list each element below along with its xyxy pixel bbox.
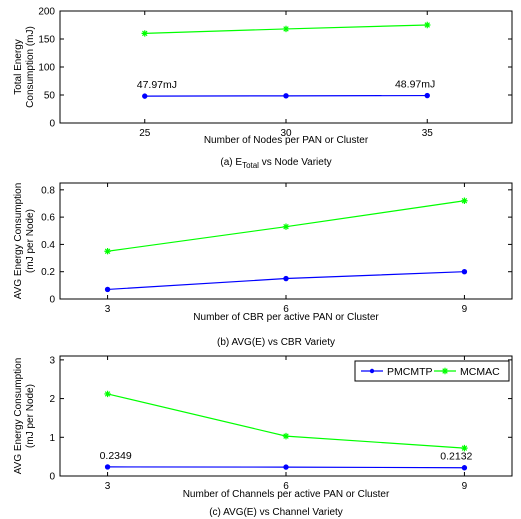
data-point-mcmac xyxy=(461,197,468,204)
legend-marker xyxy=(441,367,449,375)
x-tick-label: 25 xyxy=(139,128,151,139)
y-tick-label: 0.6 xyxy=(41,213,55,224)
chart-caption: (a) ETotal vs Node Variety xyxy=(220,157,331,170)
x-axis-label: Number of CBR per active PAN or Cluster xyxy=(193,312,379,323)
y-tick-label: 150 xyxy=(38,35,55,46)
x-axis-label: Number of Channels per active PAN or Clu… xyxy=(183,489,390,500)
y-tick-label: 0 xyxy=(49,472,55,483)
legend-marker xyxy=(369,368,375,374)
y-tick-label: 0.2 xyxy=(41,267,55,278)
y-axis-label-line: Total Energy xyxy=(13,39,24,95)
data-label: 0.2349 xyxy=(100,450,132,462)
y-tick-label: 2 xyxy=(49,394,55,405)
data-label: 0.2132 xyxy=(440,451,472,463)
data-point-mcmac xyxy=(104,390,111,398)
y-axis-label: AVG Energy Consumption (mJ per Node) xyxy=(13,358,36,475)
x-axis-label: Number of Nodes per PAN or Cluster xyxy=(204,135,369,146)
legend-label-mcmac: MCMAC xyxy=(460,366,500,378)
legend: PMCMTP MCMAC xyxy=(354,360,510,382)
chart-panel-1: 0 50 100 150 200 25 30 35 Number of Nodes per PA… xyxy=(13,7,513,170)
y-axis-label-line: (mJ per Node) xyxy=(25,209,36,273)
chart-caption: (c) AVG(E) vs Channel Variety xyxy=(209,507,343,518)
y-tick-label: 0 xyxy=(49,295,55,306)
data-point-pmcmtp xyxy=(461,465,468,471)
data-point-mcmac xyxy=(282,432,290,440)
legend-box xyxy=(354,360,510,382)
x-tick-label: 6 xyxy=(283,304,289,315)
data-point-pmcmtp xyxy=(461,269,468,275)
series-line-mcmac xyxy=(107,393,465,449)
legend-label-pmcmtp: PMCMTP xyxy=(387,366,433,378)
y-axis-label: Total Energy Consumption (mJ) xyxy=(13,26,36,108)
x-tick-label: 3 xyxy=(105,304,111,315)
data-point-pmcmtp xyxy=(424,92,430,99)
x-tick-label: 9 xyxy=(462,481,468,492)
y-tick-label: 0.4 xyxy=(41,240,55,251)
y-tick-label: 0 xyxy=(49,119,55,130)
data-point-pmcmtp xyxy=(283,93,289,99)
y-tick-label: 3 xyxy=(49,355,55,366)
x-tick-label: 6 xyxy=(283,481,289,492)
x-tick-label: 30 xyxy=(280,128,292,139)
y-tick-label: 100 xyxy=(38,63,55,74)
data-label: 47.97mJ xyxy=(137,79,177,91)
data-point-mcmac xyxy=(424,21,431,29)
data-point-pmcmtp xyxy=(142,93,148,99)
chart-caption: (b) AVG(E) vs CBR Variety xyxy=(217,337,335,348)
y-tick-label: 1 xyxy=(49,433,55,444)
y-axis-label-line: Consumption (mJ) xyxy=(25,26,36,108)
y-tick-label: 50 xyxy=(44,91,56,102)
y-axis-label-line: AVG Energy Consumption xyxy=(13,358,24,475)
y-tick-label: 200 xyxy=(38,7,55,18)
plot-area-frame xyxy=(59,182,513,300)
data-point-mcmac xyxy=(141,30,148,37)
data-point-pmcmtp xyxy=(104,464,111,470)
data-point-mcmac xyxy=(461,444,468,452)
data-label: 48.97mJ xyxy=(395,79,435,91)
y-axis-label: AVG Energy Consumption (mJ per Node) xyxy=(13,183,36,300)
data-point-mcmac xyxy=(282,25,290,33)
data-point-pmcmtp xyxy=(104,286,111,293)
x-tick-label: 9 xyxy=(462,304,468,315)
data-point-pmcmtp xyxy=(283,275,289,282)
data-point-mcmac xyxy=(282,223,290,230)
chart-panel-3: 0 1 2 3 3 6 9 Number of Channels per active PAN… xyxy=(13,355,513,518)
y-axis-label-line: AVG Energy Consumption xyxy=(13,183,24,300)
y-axis-label-line: (mJ per Node) xyxy=(25,384,36,448)
x-tick-label: 3 xyxy=(105,481,111,492)
data-point-pmcmtp xyxy=(283,464,289,470)
chart-panel-2: 0 0.2 0.4 0.6 0.8 3 6 9 Number of CBR per active… xyxy=(13,182,513,348)
x-tick-label: 35 xyxy=(422,128,434,139)
y-tick-label: 0.8 xyxy=(41,185,55,196)
data-point-mcmac xyxy=(104,248,111,255)
